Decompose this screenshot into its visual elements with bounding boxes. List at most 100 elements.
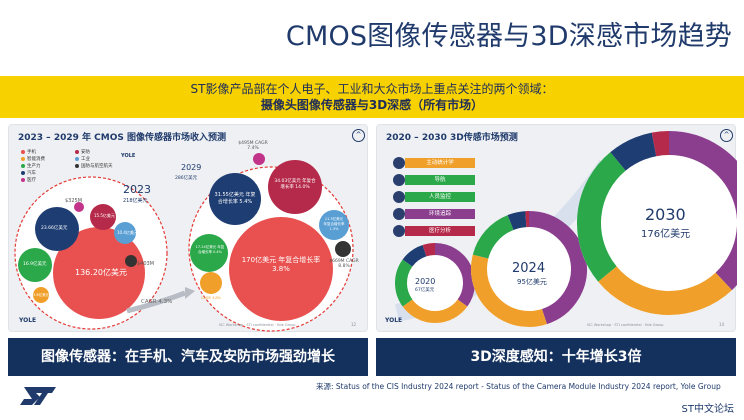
donut-slice [434,243,475,307]
slide-title: CMOS图像传感器与3D深感市场趋势 [285,21,732,52]
app-row: 环境追踪 [393,208,483,220]
app-label: 人员监控 [405,192,475,202]
bubble-2023-industrial [114,222,136,244]
bubble-label: 17.24亿美元 年复合增长率 0.4% [195,245,225,254]
yole-logo: YOLE [19,317,37,324]
cis-panel-title: 2023 – 2029 年 CMOS 图像传感器市场收入预测 [18,133,226,143]
yole-logo-inner: YOLE [121,153,136,159]
app-row: 主动统计学 [393,157,483,169]
app-label: 环境追踪 [405,209,475,219]
panel-footnote: ISC Workshop · STI confidential · Yole G… [219,323,296,327]
bubble-label: 170亿美元 年复合增长率3.8% [241,256,321,273]
donut-slice [577,152,626,282]
3d-sensing-panel: 2020 – 2030 3D传感市场预测 ^ 主动统计学 导航 人员监控 环境追… [376,124,737,332]
bubble-label: $669M CAGR 8.8% [329,259,359,269]
donut-slice [472,215,514,259]
cis-bubble-chart [14,153,354,332]
bubble-label: CAGR 3.8% [201,296,221,300]
3d-panel-title: 2020 – 2030 3D传感市场预测 [386,133,518,143]
bubble-2029-industrial [319,210,349,240]
bubble-label: 16.9亿美元 [23,262,47,267]
st-logo [20,387,56,405]
donut-slice [598,266,732,315]
bubble-2023-consumer [18,248,52,282]
app-label: 导航 [405,175,475,185]
face-icon [393,157,405,169]
donut-background [471,211,587,327]
bubble-2029-smart [200,272,222,294]
person-icon [393,191,405,203]
page-number: 12 [351,322,357,327]
donut-slice [402,299,468,323]
legend-item: 工业 [75,156,90,162]
donut-year-2020: 2020 [415,277,436,286]
app-row: 医疗分析 [393,225,483,237]
donut-slice [422,243,436,257]
legend-item: 安防 [75,149,90,155]
label-2029-total: 286亿美元 [175,176,198,181]
3d-caption: 3D深度感知：十年增长3倍 [376,338,736,376]
bubble-2023-defense [125,255,137,267]
bubble-2023-auto [35,207,79,251]
bubble-label: 31.55亿美元 年复合增长率 5.4% [214,192,256,205]
label-2023-total: 218亿美元 [123,198,148,204]
donut-year-2030: 2030 [645,205,686,224]
bubble-label: $495M CAGR 7.4% [238,141,268,151]
donut-slice [507,211,527,231]
bubble-2023-smart [33,287,49,303]
legend-item: 生产力 [21,163,41,169]
collapse-up-icon[interactable]: ^ [352,129,365,142]
navigation-icon [393,174,405,186]
bubble-2023-security [90,204,116,230]
legend-item: 国防与航空航天 [75,163,113,169]
label-2023-year: 2023 [123,183,151,196]
app-label: 医疗分析 [405,226,475,236]
cagr-arrow-label: CAGR 4.3% [141,299,173,305]
bubble-2029-medical [253,153,265,165]
cis-market-panel: 2023 – 2029 年 CMOS 图像传感器市场收入预测 ^ 手机 智能消费… [8,124,368,332]
donut-total-2020: 67亿美元 [415,288,435,293]
donut-total-2030: 176亿美元 [641,229,691,240]
bubble-2029-defense [335,241,351,257]
donut-slice [610,132,657,171]
legend-item: 智能消费 [21,156,45,162]
yole-logo: YOLE [385,317,403,324]
bubble-label: 15.5亿美元 [94,213,115,218]
bubble-2023-mobile [53,227,145,319]
environment-icon [393,208,405,220]
bubble-2029-auto [209,173,261,225]
page-number: 14 [719,322,725,327]
legend-item: 汽车 [21,170,36,176]
label-2029-year: 2029 [181,163,202,172]
medical-icon [393,225,405,237]
bubble-label: 23.66亿美元 [41,226,68,231]
panel-footnote: ISC Workshop · STI confidential · Yole G… [587,323,664,327]
cagr-arrow [126,290,186,314]
bubble-label: 11.3亿美元 年复合增长率 1.3% [323,217,345,231]
bubble-label: $403M [137,261,155,267]
donut-slice [395,259,413,307]
banner-line-1: ST影像产品部在个人电子、工业和大众市场上重点关注的两个领域： [190,82,554,96]
source-note: 来源: Status of the CIS Industry 2024 repo… [316,382,721,391]
donut-total-2024: 95亿美元 [517,278,547,286]
bubble-2029-mobile [229,217,333,321]
focus-banner: ST影像产品部在个人电子、工业和大众市场上重点关注的两个领域： 摄像头图像传感器… [0,76,744,118]
donut-slice [528,211,587,325]
bubble-label: $325M [65,198,83,204]
donut-slice [668,131,737,291]
bubble-label: 136.20亿美元 [75,268,127,277]
donut-slice [402,244,427,267]
cis-caption: 图像传感器：在手机、汽车及安防市场强劲增长 [8,338,368,376]
donut-slice [651,131,670,157]
forum-watermark: ST中文论坛 [681,404,734,415]
legend-item: 医疗 [21,177,36,183]
3d-donut-chart [395,131,737,327]
donut-year-2024: 2024 [512,261,546,276]
app-label: 主动统计学 [405,158,475,168]
bubble-label: 3.6亿美元 [33,293,50,297]
cagr-arrow-head [185,287,195,299]
banner-line-2: 摄像头图像传感器与3D深感（所有市场） [260,98,484,112]
collapse-up-icon[interactable]: ^ [720,129,733,142]
app-row: 导航 [393,174,483,186]
bubble-label: 10.4亿美元 [117,230,138,235]
